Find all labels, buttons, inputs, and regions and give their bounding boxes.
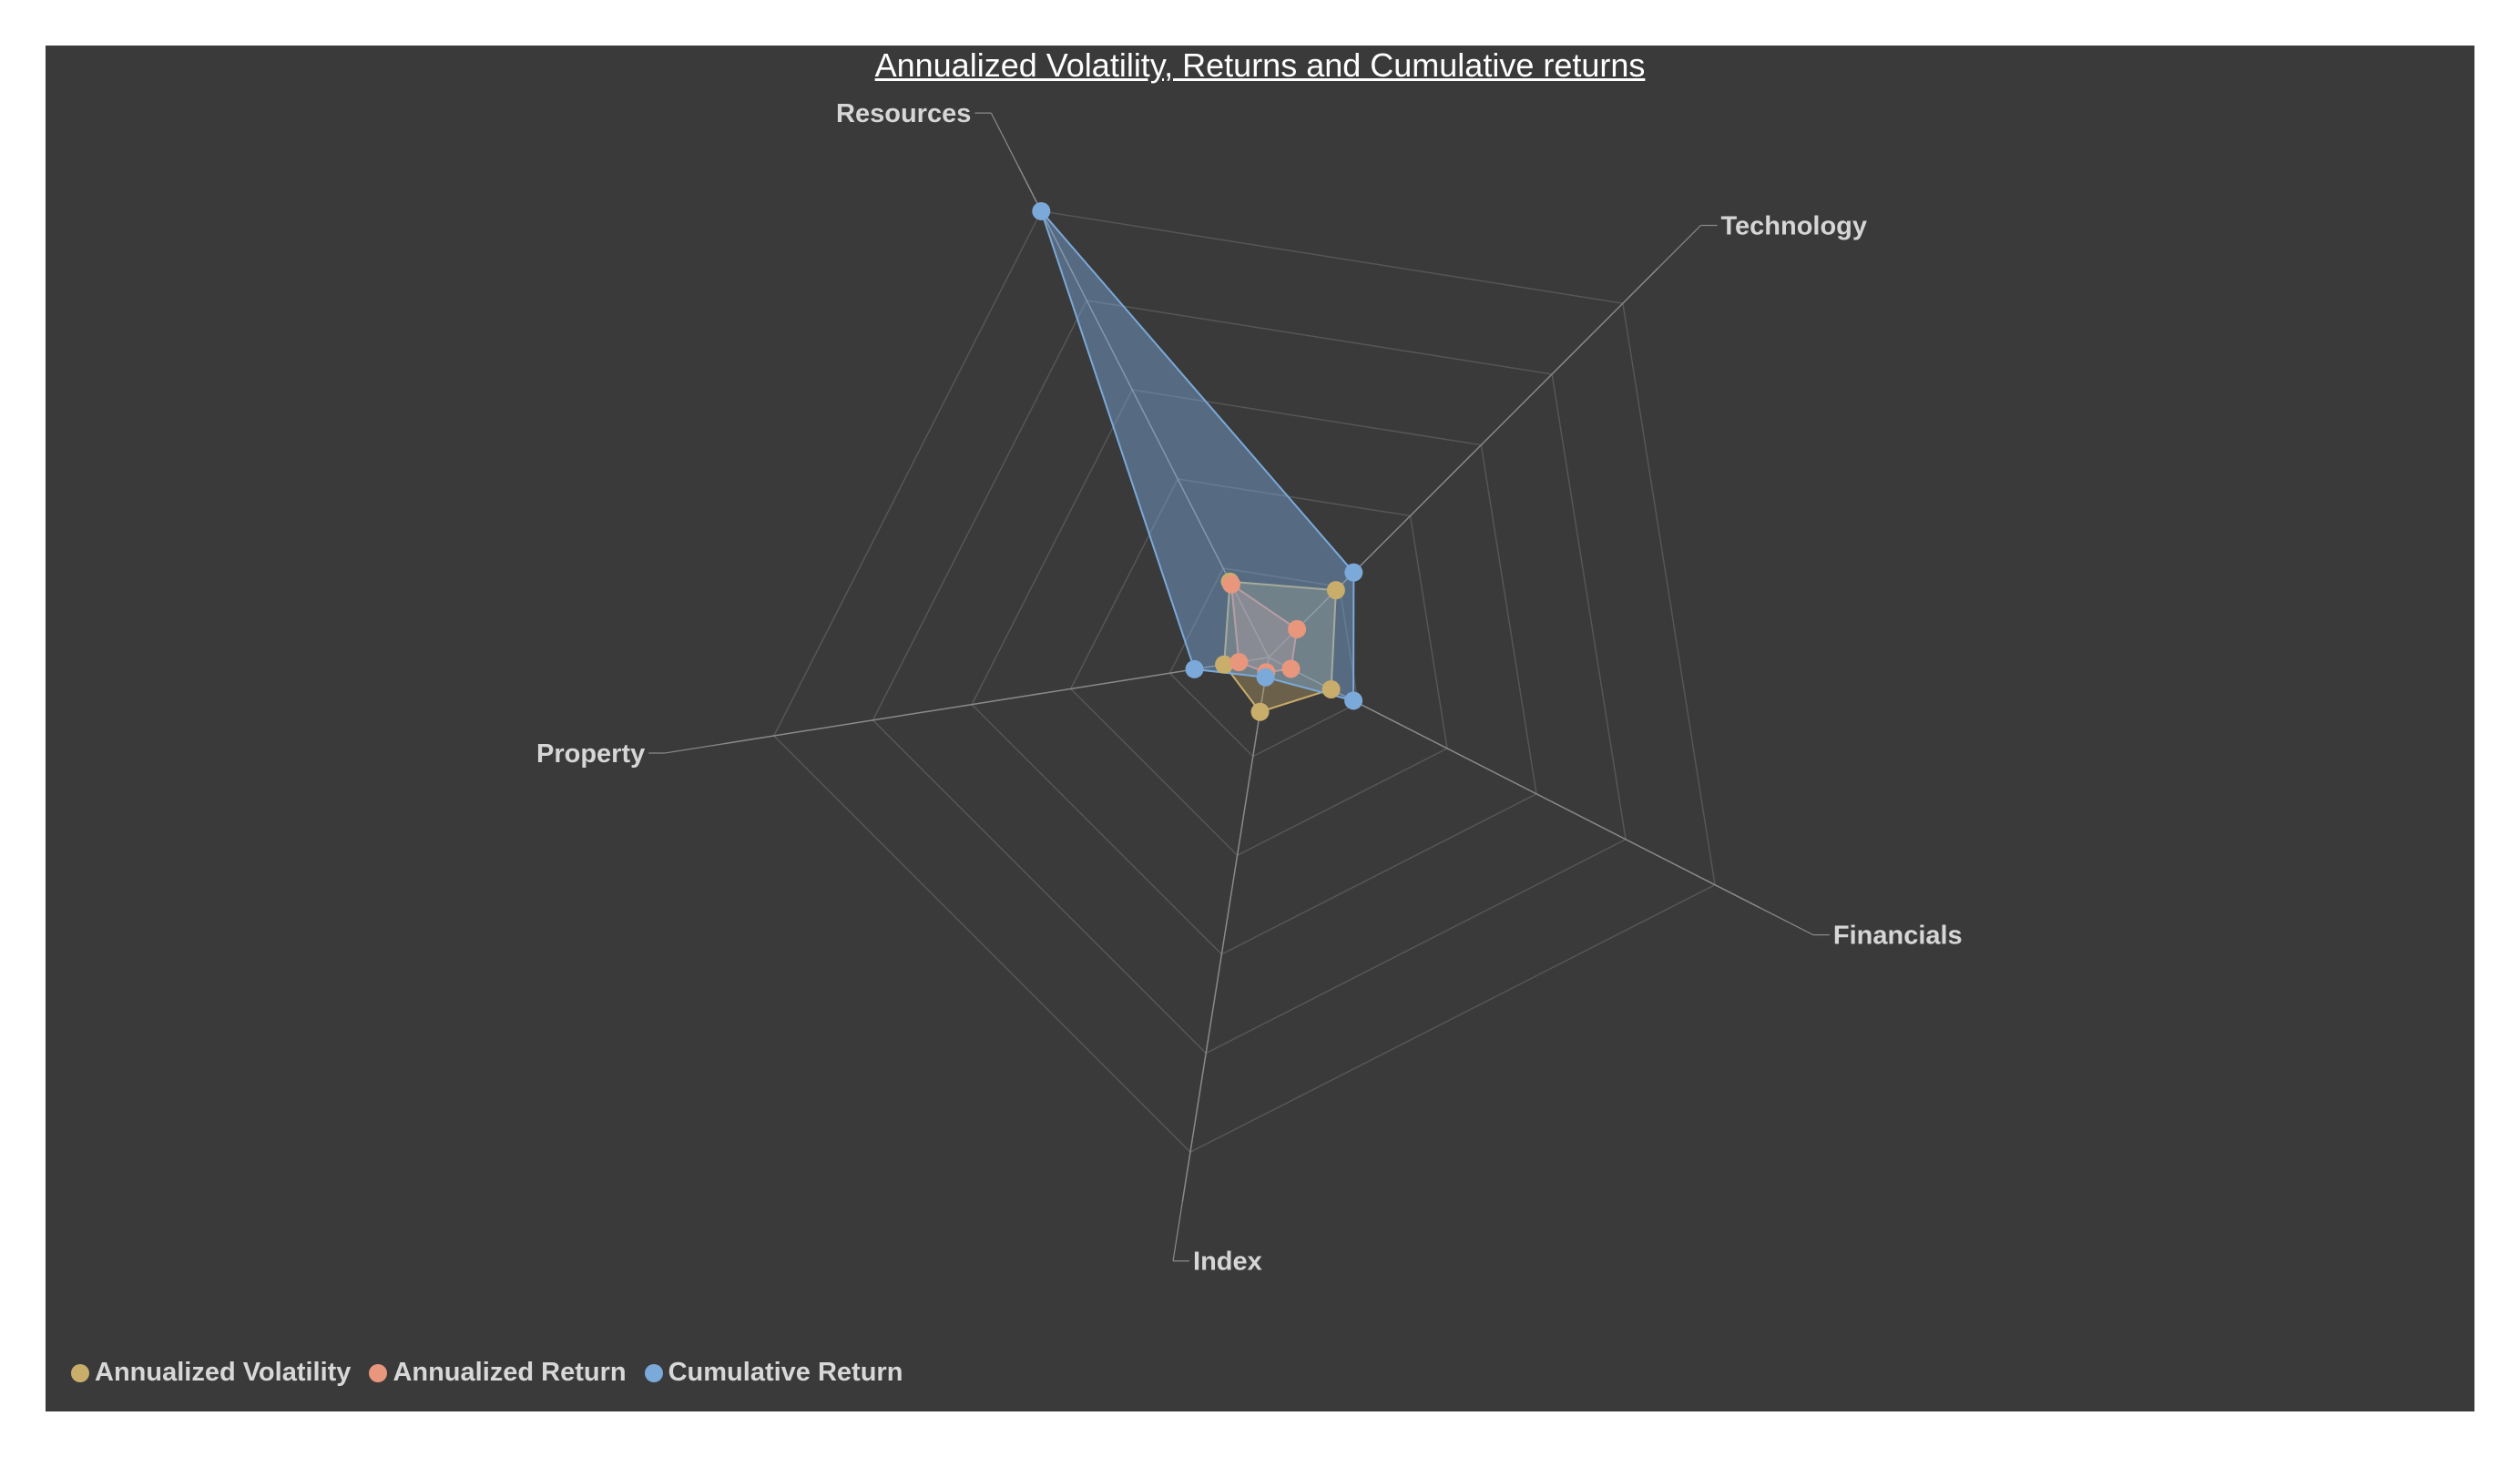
legend: Annualized Volatility Annualized Return … [71,1358,903,1388]
data-point-2-index [1256,667,1275,687]
series-area-2 [1040,210,1355,702]
legend-item-volatility[interactable]: Annualized Volatility [71,1358,351,1388]
axis-leader-property [665,743,725,754]
axis-leader-financials [1759,907,1814,936]
legend-label-return: Annualized Return [393,1358,627,1387]
axis-label-financials: Financials [1833,922,1963,951]
legend-swatch-volatility [71,1363,89,1382]
data-point-1-resources [1222,575,1241,594]
axis-spoke-property [724,657,1270,745]
grid-ring-4 [872,300,1627,1055]
data-point-0-index [1250,702,1270,721]
data-point-1-property [1229,653,1249,672]
data-point-1-financials [1281,659,1301,678]
data-point-2-resources [1032,201,1051,220]
grid-ring-3 [971,389,1537,955]
series-area-0 [1223,580,1337,713]
legend-swatch-cumulative [644,1363,663,1382]
data-point-0-property [1215,655,1234,674]
grid-ring-2 [1069,478,1448,857]
legend-label-cumulative: Cumulative Return [668,1358,903,1387]
axis-label-index: Index [1193,1248,1262,1277]
data-point-2-technology [1344,563,1363,582]
axis-label-resources: Resources [836,99,971,128]
axis-leader-index [1172,1201,1183,1261]
radar-chart: Technology Financials Index Property Resourc… [536,99,1963,1277]
chart-title: Annualized Volatility, Returns and Cumul… [874,46,1646,84]
data-point-0-financials [1321,679,1341,698]
data-point-2-property [1185,659,1204,678]
data-point-1-technology [1288,619,1307,638]
axis-leader-technology [1658,225,1701,269]
legend-item-return[interactable]: Annualized Return [369,1358,627,1388]
legend-label-volatility: Annualized Volatility [95,1358,352,1387]
axis-label-property: Property [536,739,645,769]
data-point-2-financials [1344,691,1363,710]
legend-swatch-return [369,1363,388,1382]
axis-leader-resources [990,112,1019,168]
grid-ring-1 [1168,567,1359,758]
chart-panel: Annualized Volatility, Returns and Cumul… [46,46,2474,1411]
axis-spoke-index [1181,657,1270,1202]
legend-item-cumulative[interactable]: Cumulative Return [644,1358,903,1388]
axis-label-technology: Technology [1720,212,1867,241]
data-point-0-technology [1326,581,1345,600]
grid-ring-5 [772,210,1716,1154]
